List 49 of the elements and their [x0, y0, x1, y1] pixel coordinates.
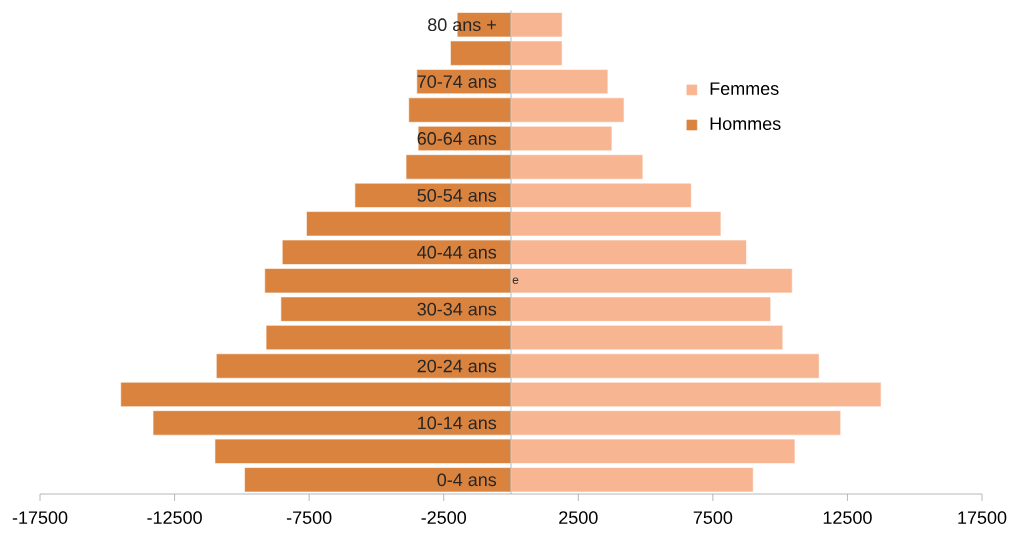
bar [510, 296, 772, 322]
bar [265, 325, 512, 351]
bar [214, 438, 512, 464]
bar [510, 239, 747, 265]
bar [510, 182, 692, 208]
bar [510, 467, 754, 493]
bar [510, 325, 784, 351]
bar [306, 211, 512, 237]
x-tick-label: 12500 [823, 511, 872, 524]
bar [510, 353, 820, 379]
y-tick-label: 0-4 ans [437, 473, 497, 487]
x-tick-label: -12500 [147, 511, 202, 524]
annotation: e [512, 277, 519, 284]
x-tick-label: 7500 [693, 511, 733, 524]
x-tick-label: 2500 [559, 511, 598, 524]
bar [405, 154, 512, 180]
legend-label: Hommes [710, 117, 781, 131]
bar [510, 69, 609, 95]
bar [510, 381, 882, 407]
bar [152, 410, 512, 436]
bar [120, 381, 512, 407]
legend-label: Femmes [710, 82, 779, 95]
y-tick-label: 40-44 ans [417, 245, 497, 259]
bar [510, 268, 793, 294]
bar [510, 410, 841, 436]
bar [450, 40, 512, 66]
bar [510, 12, 563, 38]
bar [354, 182, 512, 208]
bar [215, 353, 512, 379]
y-tick-label: 10-14 ans [418, 416, 497, 430]
bar [281, 239, 512, 265]
bar [244, 467, 512, 493]
bar [510, 438, 796, 464]
x-tick-label: 17500 [958, 511, 1007, 524]
bar [510, 97, 625, 123]
bar [280, 296, 512, 322]
bar [510, 211, 722, 237]
bar [264, 268, 512, 294]
y-tick-label: 50-54 ans [417, 188, 497, 202]
bar [510, 154, 644, 180]
bar [510, 40, 563, 66]
bar [510, 125, 613, 152]
x-tick-label: -17500 [12, 511, 68, 524]
x-tick-label: -7500 [286, 511, 332, 524]
bar [408, 97, 512, 123]
x-tick-label: -2500 [421, 511, 467, 524]
y-tick-label: 30-34 ans [417, 302, 497, 316]
y-tick-label: 70-74 ans [417, 75, 497, 88]
y-tick-label: 20-24 ans [417, 359, 497, 373]
